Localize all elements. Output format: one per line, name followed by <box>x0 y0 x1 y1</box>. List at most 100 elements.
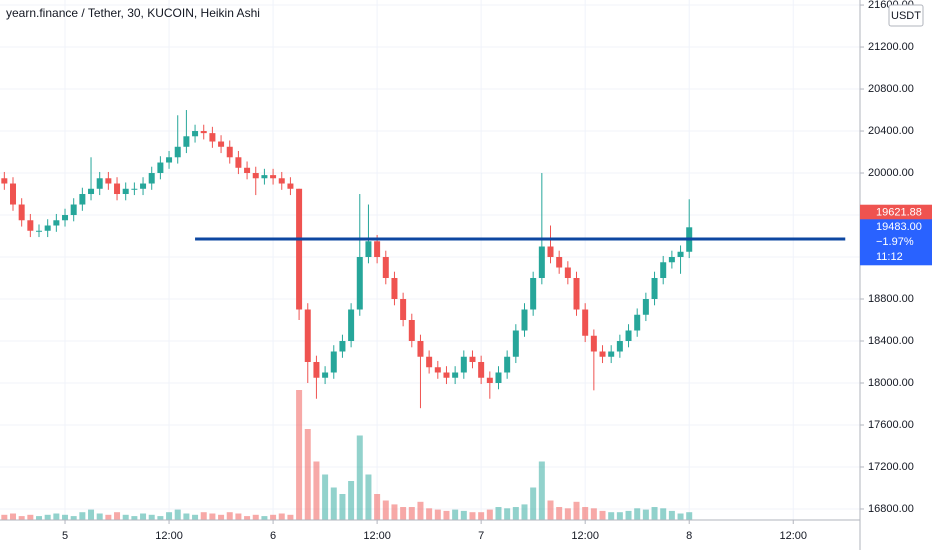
y-tick-label: 18400.00 <box>868 335 914 347</box>
volume-bar <box>599 510 606 520</box>
y-tick-label: 18800.00 <box>868 293 914 305</box>
volume-bar <box>166 512 173 520</box>
candle-body <box>183 136 190 147</box>
candle-body <box>469 356 476 362</box>
volume-bar <box>339 494 346 520</box>
volume-bar <box>417 501 424 520</box>
candle-body <box>452 372 459 378</box>
candle-body <box>400 299 407 320</box>
candle-body <box>434 367 441 373</box>
candle-body <box>88 188 95 195</box>
y-tick-label: 20800.00 <box>868 83 914 95</box>
volume <box>1 390 693 520</box>
last-price-badge <box>860 219 932 266</box>
volume-bar <box>140 513 147 520</box>
prev-price-label: 19621.88 <box>876 207 922 219</box>
candle-body <box>44 225 51 231</box>
volume-bar <box>434 509 441 520</box>
volume-bar <box>382 500 389 520</box>
candle-body <box>668 257 675 263</box>
volume-bar <box>304 429 311 520</box>
prev-price-badge <box>860 204 932 221</box>
candle-body <box>651 278 658 300</box>
volume-bar <box>105 514 112 520</box>
change-label: −1.97% <box>876 236 914 248</box>
candle-body <box>495 372 502 383</box>
candle-body <box>131 188 138 190</box>
candle-body <box>200 131 207 134</box>
candle-body <box>642 299 649 315</box>
candle-body <box>218 141 225 147</box>
candle-body <box>105 178 112 184</box>
y-tick-label: 17600.00 <box>868 419 914 431</box>
volume-bar <box>122 514 129 520</box>
volume-bar <box>356 435 363 520</box>
volume-bar <box>192 514 199 520</box>
volume-bar <box>660 508 667 520</box>
volume-bar <box>88 509 95 520</box>
last-price-label: 19483.00 <box>876 221 922 233</box>
candle-body <box>443 372 450 378</box>
volume-bar <box>157 516 164 520</box>
volume-bar <box>252 514 259 520</box>
volume-bar <box>287 514 294 520</box>
candle-body <box>677 251 684 258</box>
volume-bar <box>686 512 693 520</box>
candle-body <box>244 167 251 174</box>
candle-body <box>252 173 259 179</box>
candle-body <box>53 220 60 226</box>
volume-bar <box>114 512 121 520</box>
volume-bar <box>330 487 337 520</box>
volume-bar <box>296 390 303 520</box>
candle-body <box>278 178 285 184</box>
volume-bar <box>322 474 329 520</box>
volume-bar <box>10 513 17 520</box>
candle-body <box>27 220 34 231</box>
candle-body <box>36 230 43 232</box>
volume-bar <box>408 507 415 520</box>
y-tick-label: 18000.00 <box>868 377 914 389</box>
candle-body <box>426 356 433 368</box>
candle-body <box>530 278 537 310</box>
volume-bar <box>469 512 476 520</box>
volume-bar <box>365 474 372 520</box>
volume-bar <box>668 510 675 520</box>
candle-body <box>166 157 173 163</box>
volume-bar <box>27 514 34 520</box>
candle-body <box>348 309 355 341</box>
candle-body <box>148 173 155 184</box>
candle-body <box>313 361 320 378</box>
candle-body <box>1 178 8 184</box>
volume-bar <box>677 513 684 520</box>
volume-bar <box>564 508 571 520</box>
candle-body <box>556 257 563 268</box>
volume-bar <box>313 461 320 520</box>
candle-body <box>599 351 606 357</box>
candle-body <box>157 162 164 174</box>
candle-body <box>339 340 346 352</box>
volume-bar <box>478 512 485 520</box>
candle-body <box>634 314 641 331</box>
candle-body <box>356 257 363 310</box>
volume-bar <box>235 513 242 520</box>
volume-bar <box>512 507 519 520</box>
candle-body <box>504 356 511 373</box>
volume-bar <box>495 507 502 520</box>
candle-body <box>582 309 589 336</box>
x-tick-label: 12:00 <box>363 530 391 542</box>
candle-body <box>521 309 528 331</box>
volume-bar <box>608 512 615 520</box>
candle-body <box>209 133 216 142</box>
x-tick-label: 5 <box>62 530 68 542</box>
volume-bar <box>200 512 207 520</box>
volume-bar <box>36 516 43 520</box>
candle-body <box>608 351 615 357</box>
candle-body <box>322 372 329 378</box>
volume-bar <box>209 513 216 520</box>
x-tick-label: 8 <box>686 530 692 542</box>
currency-box[interactable] <box>888 4 924 27</box>
candle-body <box>114 183 121 195</box>
candle-body <box>296 188 303 310</box>
volume-bar <box>278 513 285 520</box>
